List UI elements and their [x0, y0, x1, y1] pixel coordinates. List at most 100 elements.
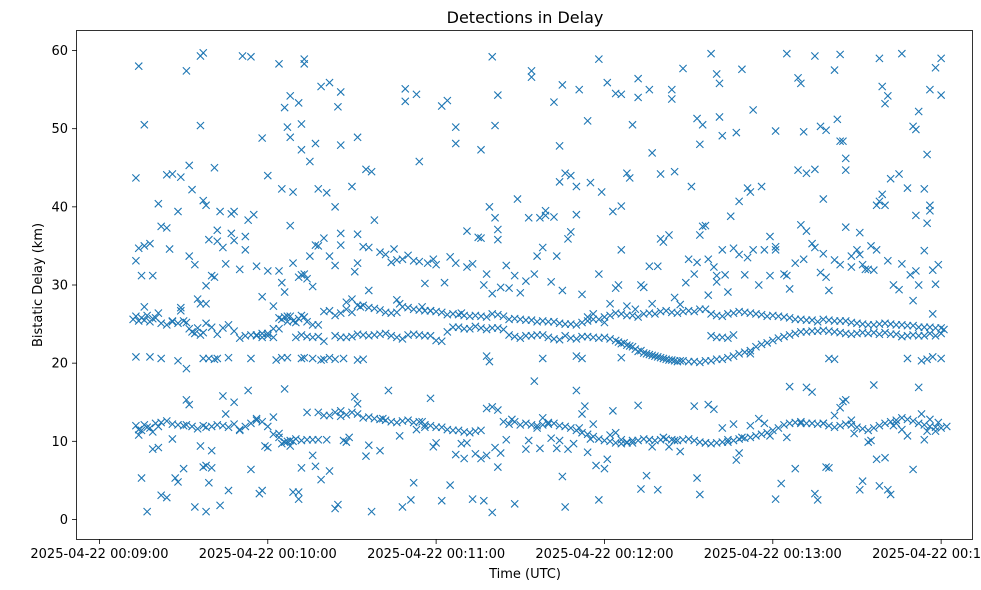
data-point — [314, 408, 323, 417]
data-point — [308, 354, 317, 363]
data-point — [246, 354, 255, 363]
data-point — [799, 127, 808, 136]
data-point — [246, 465, 255, 474]
data-point — [202, 201, 211, 210]
data-point — [578, 409, 587, 418]
data-point — [174, 207, 182, 216]
data-point — [325, 252, 334, 261]
data-point — [684, 255, 693, 264]
data-point — [140, 120, 149, 129]
data-point — [235, 426, 244, 435]
data-point — [451, 123, 460, 132]
data-point — [154, 199, 163, 208]
data-point — [477, 234, 486, 243]
data-point — [353, 133, 362, 142]
data-point — [462, 263, 471, 272]
data-point — [137, 271, 146, 280]
data-point — [493, 91, 502, 100]
data-point — [154, 443, 163, 452]
data-point — [808, 239, 817, 248]
data-point — [757, 182, 766, 191]
data-point — [925, 85, 934, 94]
data-point — [566, 171, 575, 180]
data-point — [451, 139, 460, 148]
data-point — [634, 313, 643, 322]
data-point — [875, 481, 884, 490]
data-point — [782, 271, 791, 280]
data-point — [819, 249, 828, 258]
data-point — [785, 382, 794, 391]
data-point — [221, 409, 230, 418]
data-point — [272, 356, 281, 365]
data-point — [241, 422, 250, 431]
data-point — [897, 49, 906, 58]
data-point — [606, 299, 615, 308]
data-point — [412, 90, 421, 99]
data-point — [830, 411, 839, 420]
data-point — [317, 356, 326, 365]
data-point — [432, 260, 441, 269]
data-point — [392, 295, 401, 304]
data-point — [869, 381, 878, 390]
data-point — [286, 442, 295, 450]
data-point — [513, 195, 522, 204]
data-point — [420, 331, 429, 340]
data-point — [331, 261, 340, 270]
data-point — [822, 463, 831, 472]
data-point — [813, 495, 822, 504]
data-point — [634, 93, 643, 102]
data-point — [909, 465, 918, 474]
data-point — [524, 213, 533, 222]
data-point — [252, 262, 261, 271]
data-point — [572, 182, 581, 191]
data-point — [258, 417, 267, 426]
data-point — [749, 245, 758, 254]
data-point — [224, 353, 233, 362]
data-point — [603, 78, 612, 87]
data-point — [864, 426, 873, 435]
data-point — [670, 293, 679, 302]
data-point — [712, 277, 721, 286]
data-point — [221, 259, 230, 268]
data-point — [847, 416, 856, 425]
data-point — [165, 245, 174, 254]
data-point — [325, 411, 334, 420]
data-point — [468, 259, 477, 268]
data-point — [575, 424, 584, 433]
data-point — [333, 102, 342, 111]
data-point — [131, 256, 140, 265]
data-point — [583, 313, 592, 322]
data-point — [202, 281, 211, 290]
data-point — [676, 300, 685, 309]
data-point — [690, 307, 699, 316]
data-point — [670, 436, 679, 445]
data-point — [227, 209, 236, 218]
data-point — [213, 354, 222, 363]
data-point — [726, 212, 735, 221]
data-point — [297, 145, 306, 154]
data-point — [350, 267, 359, 276]
data-point — [746, 346, 755, 355]
data-point — [914, 323, 923, 332]
data-point — [505, 420, 514, 429]
data-point — [283, 353, 292, 362]
data-point — [347, 308, 356, 317]
data-point — [763, 338, 772, 347]
data-point — [477, 426, 486, 435]
data-point — [802, 227, 811, 236]
data-point — [925, 415, 934, 424]
data-point — [361, 452, 370, 461]
data-point — [350, 392, 359, 401]
data-point — [704, 255, 713, 264]
data-point — [931, 331, 940, 340]
data-point — [555, 436, 564, 445]
data-point — [552, 444, 561, 453]
data-point — [202, 299, 211, 308]
data-point — [218, 391, 227, 400]
data-point — [154, 422, 163, 431]
data-point — [258, 486, 267, 495]
data-point — [600, 464, 609, 473]
data-point — [131, 352, 140, 361]
data-point — [277, 184, 286, 193]
data-point — [429, 255, 438, 264]
